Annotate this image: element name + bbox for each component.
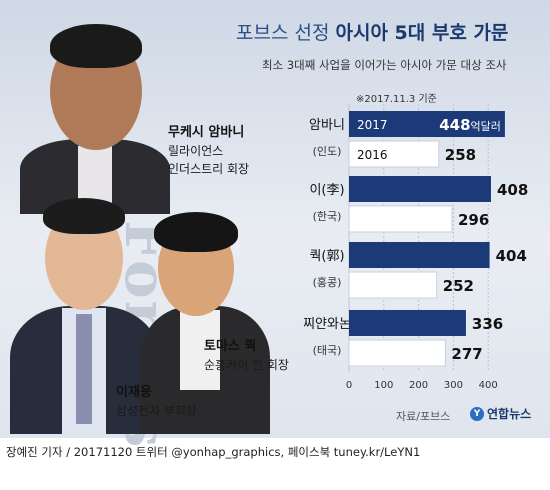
source-note: 자료/포브스 [396,410,451,423]
bar-2016 [348,339,446,367]
x-tick-label: 0 [346,380,352,391]
caption-lee: 이재용 삼성전자 부회장 [116,384,197,420]
kwok-hair [154,212,238,252]
category-label: 이(李) [309,183,344,198]
data-label: 448억달러 [439,116,501,134]
caption-ambani: 무케시 암바니 릴라이언스 인더스트리 회장 [168,124,249,178]
data-label: 258 [445,146,476,164]
data-label: 404 [496,247,527,265]
category-country: (홍콩) [313,275,342,289]
photo-thomas-kwok [140,206,270,434]
bar-chart: 0 100 200 300 400 암바니 (인도) 448억달러 2017 258 2016 이(李… [303,104,528,391]
unit-label: 억달러 [471,120,501,133]
ambani-hair [50,24,142,68]
yonhap-logo-text: 연합뉴스 [487,407,532,421]
kwok-name: 토마스 쿽 [204,339,257,354]
category-country: (한국) [313,210,342,223]
data-label: 277 [451,345,482,363]
ambani-role-2: 인더스트리 회장 [168,162,250,176]
caption-kwok: 토마스 쿽 순훙카이 전 회장 [204,338,289,374]
x-tick-label: 400 [479,380,498,391]
category-country: (태국) [313,344,342,357]
title-prefix: 포브스 선정 [236,22,330,44]
ambani-role-1: 릴라이언스 [168,144,224,158]
lee-hair [43,198,125,234]
photo-lee-jae-yong [10,196,160,434]
photo-mukesh-ambani [20,14,170,214]
bar-2017 [349,242,490,268]
category-label: 쿽(郭) [309,248,344,264]
lee-tie [76,314,92,424]
yonhap-logo: Y 연합뉴스 [470,405,531,422]
bar-2017 [349,310,466,336]
date-note: ※2017.11.3 기준 [356,94,437,105]
credit-footer: 장예진 기자 / 20171120 트위터 @yonhap_graphics, … [6,445,421,459]
data-label: 336 [472,315,503,333]
bar-2016 [348,140,440,168]
title-main: 아시아 5대 부호 가문 [335,22,509,44]
kwok-role: 순훙카이 전 회장 [204,358,289,372]
lee-role: 삼성전자 부회장 [116,404,198,418]
chart-title: 포브스 선정 아시아 5대 부호 가문 [236,18,508,45]
x-tick-label: 200 [409,380,428,391]
data-label: 252 [443,277,474,295]
series-label: 2016 [357,148,388,162]
x-tick-label: 300 [444,380,463,391]
x-tick-label: 100 [374,380,393,391]
bar-2016 [348,271,438,299]
yonhap-logo-mark: Y [470,406,484,421]
data-label: 296 [458,211,489,229]
bar-2017 [349,111,505,137]
category-label: 암바니 [309,118,345,133]
kwok-shirt [180,310,220,390]
ambani-name: 무케시 암바니 [168,125,245,140]
bar-2016 [348,205,453,233]
chart-subtitle: 최소 3대째 사업을 이어가는 아시아 가문 대상 조사 [262,58,507,72]
category-label: 찌얀와논 [303,317,351,332]
data-label: 408 [497,181,528,199]
bar-2017 [349,176,491,202]
category-country: (인도) [313,145,342,158]
series-label: 2017 [357,118,388,132]
lee-name: 이재용 [116,385,152,400]
